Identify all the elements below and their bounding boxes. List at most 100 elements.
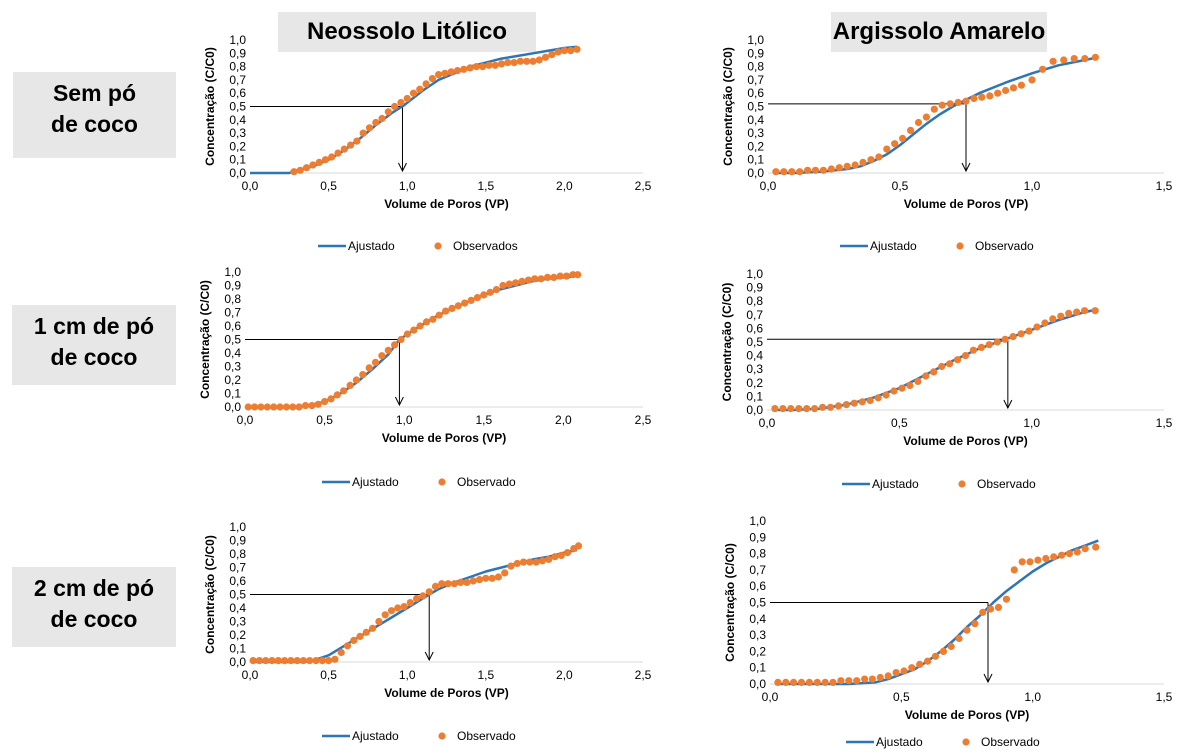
observed-point: [978, 93, 986, 101]
legend-label: Ajustado: [872, 477, 919, 491]
observed-point: [356, 632, 364, 641]
y-tick-label: 0,6: [746, 321, 763, 335]
row-label-line: 1 cm de pó: [33, 313, 155, 339]
observed-point: [270, 403, 278, 411]
y-tick-label: 0,3: [747, 126, 764, 140]
x-tick-label: 1,5: [1156, 416, 1173, 430]
observed-point: [403, 94, 411, 103]
observed-point: [507, 562, 515, 570]
y-tick-label: 0,8: [224, 292, 241, 306]
observed-point: [308, 402, 316, 410]
column-title-argissolo: Argissolo Amarelo: [831, 12, 1047, 52]
x-axis-title: Volume de Poros (VP): [384, 686, 508, 700]
observed-point: [567, 47, 575, 55]
x-axis-title: Volume de Poros (VP): [904, 197, 1028, 211]
observed-point: [574, 542, 583, 550]
observed-point: [780, 168, 788, 176]
observed-point: [930, 368, 938, 376]
observed-point: [1009, 333, 1017, 341]
y-tick-label: 0,6: [747, 86, 764, 100]
observed-point: [381, 611, 389, 619]
observed-point: [1018, 558, 1026, 566]
observed-point: [573, 45, 581, 53]
observed-point: [526, 558, 534, 566]
y-tick-label: 0,4: [224, 346, 241, 360]
observed-point: [485, 61, 493, 69]
y-tick-label: 0,6: [229, 86, 246, 100]
observed-point: [384, 346, 392, 354]
observed-point: [883, 145, 891, 153]
observed-point: [537, 275, 545, 283]
chart-panel-nl-1: 0,00,10,20,30,40,50,60,70,80,91,00,0 0,5 1…: [198, 265, 652, 489]
observed-point: [938, 362, 946, 371]
y-axis-title: Concentração (C/C0): [723, 543, 737, 662]
observed-point: [914, 377, 922, 385]
x-tick-label: 1,0: [399, 668, 416, 682]
observed-point: [850, 399, 858, 407]
observed-point: [795, 405, 803, 413]
observed-point: [947, 642, 955, 651]
observed-point: [453, 67, 462, 75]
observed-point: [866, 396, 874, 405]
observed-point: [244, 403, 252, 411]
observed-point: [435, 71, 443, 79]
x-tick-label: 0,5: [893, 690, 910, 704]
observed-point: [513, 559, 521, 568]
observed-point: [444, 580, 452, 588]
reference-arrowhead: [424, 651, 434, 662]
observed-point: [557, 551, 565, 560]
y-tick-label: 0,3: [229, 126, 246, 140]
y-tick-label: 0,7: [746, 308, 763, 322]
reference-arrowhead: [961, 162, 971, 173]
observed-point: [543, 273, 552, 281]
x-tick-label: 1,5: [475, 413, 492, 427]
observed-point: [1010, 566, 1018, 574]
observed-point: [325, 657, 333, 665]
y-tick-label: 0,3: [224, 360, 241, 374]
observed-point: [845, 677, 853, 685]
x-tick-label: 0,5: [320, 668, 337, 682]
observed-point: [469, 577, 477, 585]
observed-point: [899, 134, 907, 142]
x-tick-label: 0,0: [237, 413, 254, 427]
legend-point-swatch: [434, 242, 442, 250]
legend: Ajustado Observado: [322, 729, 516, 743]
observed-point: [531, 275, 539, 283]
legend: Ajustado Observado: [840, 239, 1034, 253]
y-tick-label: 0,2: [229, 628, 246, 642]
observed-point: [908, 664, 916, 672]
y-axis-title: Concentração (C/C0): [720, 283, 734, 402]
reference-arrowhead: [1003, 399, 1013, 410]
observed-point: [314, 400, 322, 408]
y-tick-label: 0,6: [749, 579, 766, 593]
observed-point: [447, 68, 455, 76]
y-axis-title: Concentração (C/C0): [203, 47, 217, 166]
observed-point: [805, 678, 814, 687]
observed-point: [938, 101, 946, 109]
column-title-neossolo: Neossolo Litólico: [278, 12, 536, 52]
observed-point: [1041, 319, 1049, 327]
observed-point: [1017, 81, 1025, 89]
legend-label: Ajustado: [348, 239, 395, 253]
x-axis-title: Volume de Poros (VP): [903, 434, 1027, 448]
observed-point: [511, 279, 520, 287]
observed-point: [365, 364, 373, 372]
observed-point: [970, 94, 978, 103]
y-tick-label: 1,0: [749, 514, 766, 528]
observed-point: [563, 272, 571, 280]
chart-panel-aa-0: 0,00,10,20,30,40,50,60,70,80,91,00,0 0,5 1…: [721, 33, 1173, 253]
fitted-curve: [253, 548, 578, 664]
observed-point: [486, 288, 494, 296]
observed-point: [460, 65, 468, 73]
observed-point: [479, 63, 487, 71]
observed-point: [263, 403, 271, 411]
observed-point: [779, 405, 787, 413]
x-tick-label: 2,5: [635, 413, 652, 427]
observed-point: [914, 118, 923, 127]
observed-point: [1026, 558, 1034, 566]
legend-label: Observado: [457, 475, 516, 489]
observed-point: [985, 341, 993, 349]
y-tick-label: 0,0: [749, 677, 766, 691]
observed-point: [438, 580, 446, 588]
y-tick-label: 0,4: [747, 113, 764, 127]
